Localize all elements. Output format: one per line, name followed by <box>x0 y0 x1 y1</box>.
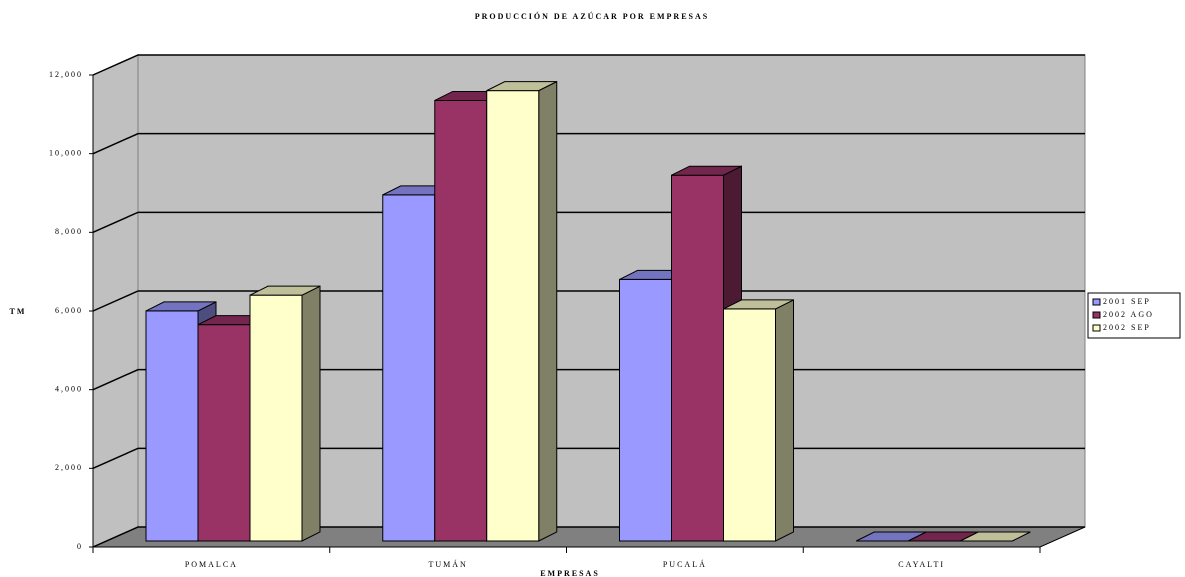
legend-label: 2002 AGO <box>1103 310 1154 319</box>
bar-front <box>145 310 199 542</box>
y-tick-label: 2,000 <box>55 463 83 472</box>
bar-top <box>486 81 557 92</box>
y-tick-label: 4,000 <box>55 384 83 393</box>
bar-top <box>249 285 321 296</box>
y-tick-label: 0 <box>77 542 83 551</box>
bar-front <box>671 174 724 542</box>
grid-line <box>92 132 1085 155</box>
bar-side <box>301 285 321 542</box>
grid-line <box>92 290 1085 312</box>
x-tick-label: PUCALÁ <box>663 559 707 569</box>
bar <box>486 80 558 542</box>
bar-side <box>775 299 794 542</box>
bar-top <box>960 531 1031 542</box>
y-tick-label: 6,000 <box>55 306 83 315</box>
bar <box>723 299 794 542</box>
y-axis-label: TM <box>10 307 27 316</box>
grid-line <box>92 211 1085 234</box>
legend-label: 2002 SEP <box>1103 323 1151 332</box>
x-tick-label: CAYALTI <box>898 560 945 569</box>
bar-front <box>197 324 251 542</box>
bar-front <box>723 308 776 542</box>
bar-top <box>145 301 217 312</box>
grid-line <box>92 54 1085 76</box>
legend-swatch <box>1092 311 1101 319</box>
bar-front <box>249 294 303 542</box>
chart-title: PRODUCCIÓN DE AZÚCAR POR EMPRESAS <box>475 11 709 21</box>
bar-side <box>538 80 558 542</box>
legend-label: 2001 SEP <box>1103 297 1151 306</box>
bar-top <box>671 165 742 176</box>
x-tick-label: TUMÁN <box>428 559 467 569</box>
x-tick-label: POMALCA <box>185 560 238 569</box>
y-tick-label: 12,000 <box>49 70 83 79</box>
legend-swatch <box>1092 298 1101 306</box>
legend-box <box>1087 292 1181 339</box>
bar-front <box>619 278 672 542</box>
bar-top <box>723 299 794 310</box>
bar-front <box>486 90 540 542</box>
y-tick-label: 8,000 <box>55 227 83 236</box>
y-tick-label: 10,000 <box>49 148 83 157</box>
legend-swatch <box>1092 324 1101 332</box>
bar <box>249 285 321 542</box>
bar <box>960 531 1031 542</box>
x-axis-label: EMPRESAS <box>540 569 600 577</box>
bar-front <box>382 194 436 542</box>
bar-front <box>434 99 488 542</box>
